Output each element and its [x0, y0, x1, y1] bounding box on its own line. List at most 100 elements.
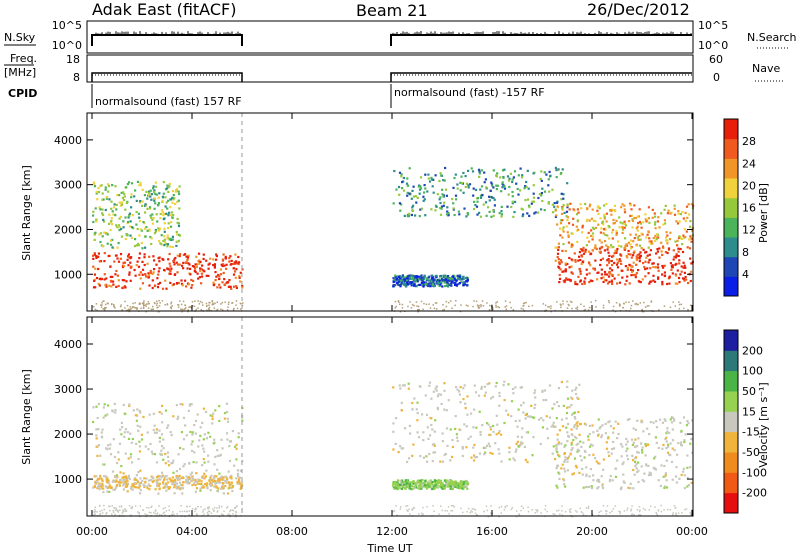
echo-cell — [491, 424, 495, 428]
scatter-cell — [235, 511, 237, 513]
echo-cell — [422, 456, 425, 459]
echo-cell — [438, 275, 442, 278]
echo-cell — [474, 204, 477, 207]
scatter-cell — [595, 306, 597, 308]
echo-cell — [602, 280, 605, 283]
echo-cell — [234, 262, 237, 265]
echo-cell — [493, 198, 496, 201]
echo-cell — [133, 483, 136, 486]
echo-cell — [191, 433, 194, 436]
echo-cell — [399, 445, 402, 448]
scatter-cell — [570, 511, 572, 513]
echo-cell — [562, 204, 565, 207]
echo-cell — [153, 232, 156, 235]
echo-cell — [615, 251, 618, 254]
echo-cell — [540, 417, 543, 420]
echo-cell — [557, 242, 560, 245]
echo-cell — [608, 259, 611, 263]
scatter-cell — [221, 301, 224, 304]
noise-trace-1 — [91, 34, 243, 46]
scatter-cell — [131, 507, 133, 510]
echo-cell — [201, 264, 204, 267]
echo-cell — [190, 278, 193, 282]
echo-cell — [674, 263, 677, 266]
echo-cell — [95, 256, 98, 259]
scatter-cell — [195, 507, 197, 509]
echo-cell — [162, 482, 165, 485]
echo-cell — [574, 435, 577, 439]
echo-cell — [111, 184, 114, 187]
echo-cell — [640, 465, 643, 468]
echo-cell — [665, 236, 668, 239]
echo-cell — [177, 475, 180, 478]
echo-cell — [648, 259, 651, 262]
echo-cell — [412, 185, 415, 188]
echo-cell — [444, 276, 447, 279]
echo-cell — [582, 260, 585, 263]
echo-cell — [654, 436, 657, 439]
echo-cell — [672, 258, 675, 261]
scatter-cell — [674, 305, 677, 307]
scatter-cell — [660, 510, 663, 513]
echo-cell — [416, 278, 419, 281]
echo-cell — [435, 205, 438, 208]
echo-cell — [181, 484, 184, 487]
echo-cell — [561, 207, 564, 210]
echo-cell — [228, 459, 232, 463]
scatter-cell — [488, 309, 491, 311]
scatter-cell — [630, 508, 633, 510]
echo-cell — [579, 272, 582, 275]
echo-cell — [135, 419, 138, 422]
echo-cell — [235, 286, 238, 289]
echo-cell — [430, 423, 433, 427]
echo-cell — [215, 258, 218, 261]
noise-strip — [86, 20, 694, 54]
scatter-cell — [644, 509, 646, 511]
scatter-cell — [163, 511, 166, 514]
scatter-cell — [420, 512, 423, 515]
scatter-cell — [495, 306, 497, 308]
echo-cell — [175, 282, 179, 285]
echo-cell — [399, 479, 402, 482]
echo-cell — [673, 255, 676, 258]
echo-cell — [432, 191, 435, 194]
echo-cell — [160, 433, 164, 436]
scatter-cell — [138, 514, 140, 517]
echo-cell — [104, 208, 107, 212]
echo-cell — [639, 238, 642, 241]
echo-cell — [571, 397, 574, 400]
echo-cell — [180, 484, 183, 487]
echo-cell — [625, 437, 628, 440]
echo-cell — [588, 454, 591, 457]
echo-cell — [682, 261, 685, 264]
scatter-cell — [495, 302, 497, 304]
echo-cell — [149, 442, 152, 446]
echo-cell — [436, 406, 439, 409]
scatter-cell — [559, 513, 561, 515]
scatter-cell — [626, 509, 628, 511]
echo-cell — [511, 387, 515, 391]
echo-cell — [181, 492, 184, 495]
echo-cell — [579, 422, 582, 426]
echo-cell — [436, 193, 439, 196]
scatter-cell — [181, 308, 183, 311]
echo-cell — [126, 431, 129, 434]
echo-cell — [417, 185, 420, 188]
echo-cell — [506, 205, 509, 208]
echo-cell — [551, 424, 554, 427]
echo-cell — [212, 480, 215, 483]
echo-cell — [148, 479, 151, 482]
echo-cell — [455, 386, 458, 389]
echo-cell — [109, 265, 112, 268]
echo-cell — [440, 282, 443, 285]
echo-cell — [186, 256, 190, 259]
echo-cell — [106, 404, 110, 407]
scatter-cell — [111, 513, 113, 515]
echo-cell — [603, 213, 606, 216]
echo-cell — [589, 264, 592, 267]
echo-cell — [547, 184, 550, 187]
echo-cell — [404, 487, 407, 490]
echo-cell — [459, 428, 462, 432]
echo-cell — [227, 492, 230, 495]
echo-cell — [151, 218, 154, 221]
